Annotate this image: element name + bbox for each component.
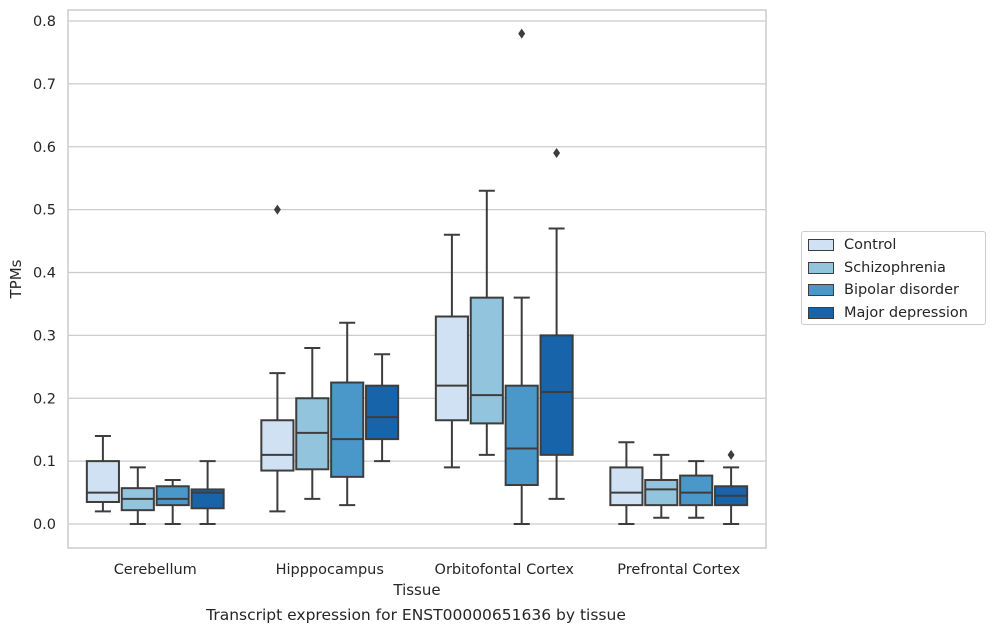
- x-axis-label: Tissue: [392, 581, 440, 599]
- chart-caption: Transcript expression for ENST0000065163…: [206, 606, 626, 624]
- legend-item-bipolar-disorder: Bipolar disorder: [808, 281, 959, 299]
- y-tick-label: 0.2: [33, 391, 56, 407]
- box-2-0: [434, 233, 469, 469]
- iqr-box: [609, 466, 644, 507]
- y-tick-label: 0.4: [33, 266, 56, 282]
- outlier-point: [553, 148, 561, 159]
- legend-swatch: [808, 262, 834, 274]
- y-tick-label: 0.1: [33, 454, 56, 470]
- legend-item-control: Control: [808, 236, 896, 254]
- iqr-box: [260, 419, 295, 472]
- x-tick-label: Prefrontal Cortex: [617, 562, 740, 578]
- outlier-point: [518, 28, 526, 39]
- y-tick-label: 0.8: [33, 14, 56, 30]
- iqr-box: [469, 296, 504, 425]
- iqr-box: [365, 384, 400, 441]
- box-0-2: [155, 478, 190, 525]
- iqr-box: [644, 478, 679, 507]
- y-tick-label: 0.3: [33, 328, 56, 344]
- box-2-1: [469, 189, 504, 456]
- iqr-box: [434, 315, 469, 422]
- y-tick-label: 0.0: [33, 517, 56, 533]
- outlier-point: [273, 204, 281, 215]
- plot-frame: [67, 9, 767, 549]
- legend-item-major-depression: Major depression: [808, 304, 968, 322]
- legend-label: Bipolar disorder: [844, 282, 959, 298]
- x-axis-ticks: Cerebellum Hipppocampus Orbitofontal Corte…: [114, 562, 741, 578]
- y-axis-label: TPMs: [7, 259, 25, 299]
- box-2-3: [539, 148, 574, 500]
- outlier-point: [727, 449, 735, 460]
- iqr-box: [190, 488, 225, 510]
- iqr-box: [330, 381, 365, 478]
- box-3-2: [679, 460, 714, 519]
- legend-swatch: [808, 284, 834, 296]
- x-tick-label: Hipppocampus: [276, 562, 384, 578]
- box-1-3: [365, 353, 400, 463]
- box-1-1: [295, 346, 330, 500]
- y-tick-label: 0.6: [33, 140, 56, 156]
- box-0-0: [85, 434, 120, 513]
- iqr-box: [539, 334, 574, 456]
- box-0-1: [120, 466, 155, 525]
- x-tick-label: Orbitofontal Cortex: [435, 562, 575, 578]
- legend-item-schizophrenia: Schizophrenia: [808, 259, 946, 277]
- legend-label: Major depression: [844, 305, 968, 321]
- legend-label: Schizophrenia: [844, 260, 946, 276]
- iqr-box: [679, 474, 714, 507]
- iqr-box: [155, 485, 190, 507]
- legend: Control Schizophrenia Bipolar disorder M…: [801, 231, 986, 325]
- legend-swatch: [808, 307, 834, 319]
- legend-swatch: [808, 239, 834, 251]
- legend-label: Control: [844, 237, 897, 253]
- box-3-3: [714, 449, 749, 525]
- box-1-2: [330, 321, 365, 507]
- y-tick-label: 0.5: [33, 203, 56, 219]
- box-groups: [85, 28, 749, 525]
- x-tick-label: Cerebellum: [114, 562, 197, 578]
- box-0-3: [190, 460, 225, 525]
- box-3-0: [609, 441, 644, 525]
- box-3-1: [644, 453, 679, 519]
- box-2-2: [504, 28, 539, 525]
- box-1-0: [260, 204, 295, 513]
- grid-lines: [68, 20, 766, 525]
- y-axis-ticks: 0.0 0.1 0.2 0.3 0.4 0.5 0.6 0.7 0.8: [33, 14, 56, 533]
- iqr-box: [504, 384, 539, 487]
- iqr-box: [85, 460, 120, 503]
- y-tick-label: 0.7: [33, 77, 56, 93]
